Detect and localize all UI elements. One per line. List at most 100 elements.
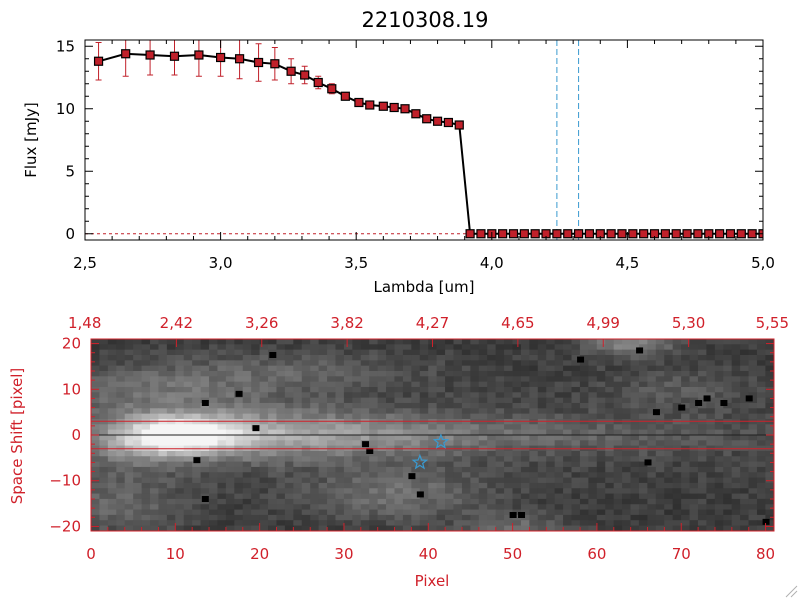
heatmap-cell bbox=[166, 413, 176, 420]
heatmap-cell bbox=[217, 397, 227, 404]
heatmap-cell bbox=[386, 498, 395, 505]
heatmap-cell bbox=[495, 456, 505, 463]
heatmap-cell bbox=[411, 461, 421, 468]
heatmap-cell bbox=[470, 349, 480, 356]
heatmap-cell bbox=[99, 365, 109, 372]
heatmap-cell bbox=[672, 498, 682, 505]
heatmap-cell bbox=[461, 370, 471, 377]
heatmap-cell bbox=[504, 386, 513, 393]
heatmap-cell bbox=[242, 386, 252, 393]
heatmap-cell bbox=[183, 514, 193, 521]
heatmap-cell bbox=[242, 434, 252, 441]
data-point bbox=[270, 59, 280, 69]
heatmap-cell bbox=[748, 493, 758, 500]
heatmap-cell bbox=[419, 482, 429, 489]
heatmap-cell bbox=[209, 514, 218, 521]
heatmap-cell bbox=[622, 386, 632, 393]
heatmap-cell bbox=[596, 488, 606, 495]
heatmap-cell bbox=[158, 456, 168, 463]
heatmap-cell bbox=[613, 488, 623, 495]
heatmap-cell bbox=[343, 450, 353, 457]
heatmap-cell bbox=[158, 413, 168, 420]
heatmap-cell bbox=[369, 386, 379, 393]
heatmap-cell bbox=[377, 477, 387, 484]
heatmap-cell bbox=[470, 477, 480, 484]
heatmap-cell bbox=[596, 386, 606, 393]
heatmap-cell bbox=[495, 386, 505, 393]
heatmap-cell bbox=[284, 376, 294, 383]
heatmap-cell bbox=[293, 493, 303, 500]
heatmap-cell bbox=[175, 424, 185, 431]
heatmap-cell bbox=[512, 456, 522, 463]
heatmap-cell bbox=[124, 477, 134, 484]
heatmap-cell bbox=[242, 397, 252, 404]
data-point bbox=[327, 84, 337, 94]
heatmap-cell bbox=[520, 450, 530, 457]
heatmap-cell bbox=[461, 440, 471, 447]
heatmap-cell bbox=[655, 493, 665, 500]
heatmap-cell bbox=[756, 344, 766, 351]
heatmap-cell bbox=[470, 520, 480, 527]
heatmap-cell bbox=[495, 488, 505, 495]
heatmap-cell bbox=[225, 344, 235, 351]
heatmap-cell bbox=[192, 386, 202, 393]
heatmap-cell bbox=[546, 344, 556, 351]
heatmap-cell bbox=[360, 397, 370, 404]
heatmap-cell bbox=[647, 514, 657, 521]
heatmap-cell bbox=[175, 525, 185, 532]
heatmap-cell bbox=[453, 450, 463, 457]
heatmap-cell bbox=[343, 493, 353, 500]
heatmap-cell bbox=[394, 418, 404, 425]
heatmap-cell bbox=[369, 392, 379, 399]
bottom-x-ticks: 0 10 20 30 40 50 60 70 80 bbox=[86, 523, 775, 563]
bad-pixel bbox=[652, 409, 660, 416]
heatmap-cell bbox=[529, 466, 539, 473]
heatmap-cell bbox=[352, 354, 362, 361]
heatmap-cell bbox=[554, 349, 564, 356]
heatmap-cell bbox=[714, 520, 724, 527]
heatmap-cell bbox=[386, 488, 395, 495]
heatmap-cell bbox=[706, 429, 716, 436]
top-y-tick-label: 10 bbox=[56, 100, 75, 118]
heatmap-cell bbox=[748, 339, 758, 345]
heatmap-cell bbox=[613, 381, 623, 388]
heatmap-cell bbox=[234, 472, 244, 479]
heatmap-cell bbox=[116, 477, 126, 484]
heatmap-cell bbox=[664, 461, 674, 468]
heatmap-cell bbox=[175, 376, 185, 383]
heatmap-cell bbox=[200, 466, 210, 473]
heatmap-cell bbox=[183, 381, 193, 388]
heatmap-cell bbox=[638, 450, 648, 457]
heatmap-cell bbox=[124, 520, 134, 527]
heatmap-cell bbox=[369, 472, 379, 479]
heatmap-cell bbox=[529, 413, 539, 420]
heatmap-cell bbox=[327, 339, 336, 345]
heatmap-cell bbox=[655, 461, 665, 468]
resize-grip-icon[interactable] bbox=[785, 585, 798, 598]
heatmap-cell bbox=[394, 413, 404, 420]
heatmap-cell bbox=[166, 461, 176, 468]
heatmap-cell bbox=[360, 493, 370, 500]
heatmap-cell bbox=[301, 370, 311, 377]
heatmap-cell bbox=[377, 525, 387, 532]
heatmap-cell bbox=[613, 461, 623, 468]
heatmap-cell bbox=[579, 440, 589, 447]
heatmap-cell bbox=[706, 386, 716, 393]
heatmap-cell bbox=[478, 392, 488, 399]
heatmap-cell bbox=[107, 376, 117, 383]
heatmap-cell bbox=[714, 472, 724, 479]
heatmap-cell bbox=[116, 450, 126, 457]
heatmap-cell bbox=[133, 370, 143, 377]
heatmap-cell bbox=[259, 344, 269, 351]
heatmap-cell bbox=[251, 418, 261, 425]
heatmap-cell bbox=[436, 456, 446, 463]
heatmap-cell bbox=[200, 504, 210, 511]
heatmap-cell bbox=[217, 482, 227, 489]
heatmap-cell bbox=[470, 402, 480, 409]
heatmap-cell bbox=[124, 408, 134, 415]
heatmap-cell bbox=[571, 370, 581, 377]
heatmap-cell bbox=[99, 504, 109, 511]
heatmap-cell bbox=[91, 424, 100, 431]
heatmap-cell bbox=[731, 488, 741, 495]
heatmap-cell bbox=[276, 339, 286, 345]
